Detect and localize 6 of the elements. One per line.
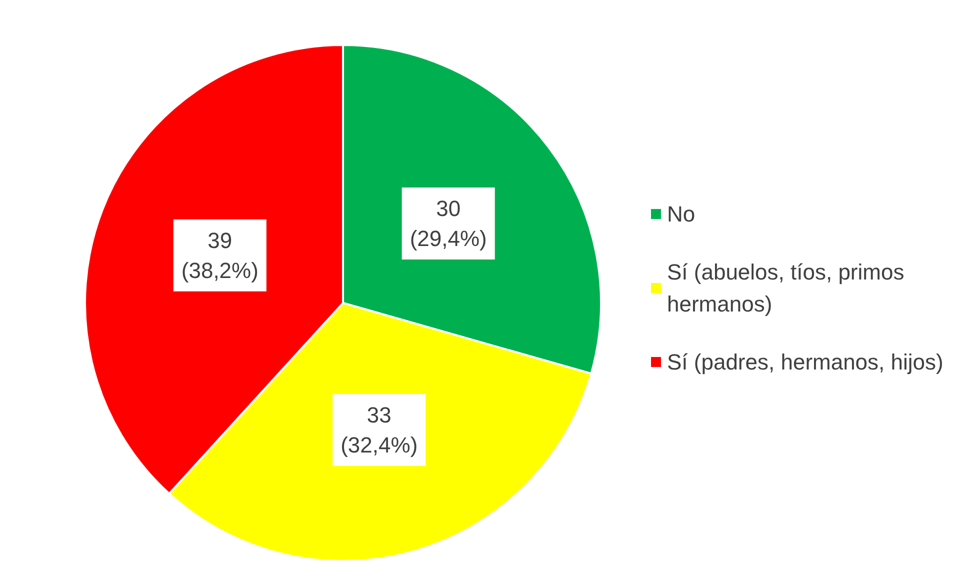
data-label: 30 (29,4%) [410,196,487,251]
data-label: 33 (32,4%) [340,402,418,458]
legend-label: Sí (abuelos, tíos, primos hermanos) [667,260,910,316]
data-label: 39 (38,2%) [181,228,258,283]
legend-label: No [667,202,696,226]
legend-label: Sí (padres, hermanos, hijos) [667,350,944,374]
